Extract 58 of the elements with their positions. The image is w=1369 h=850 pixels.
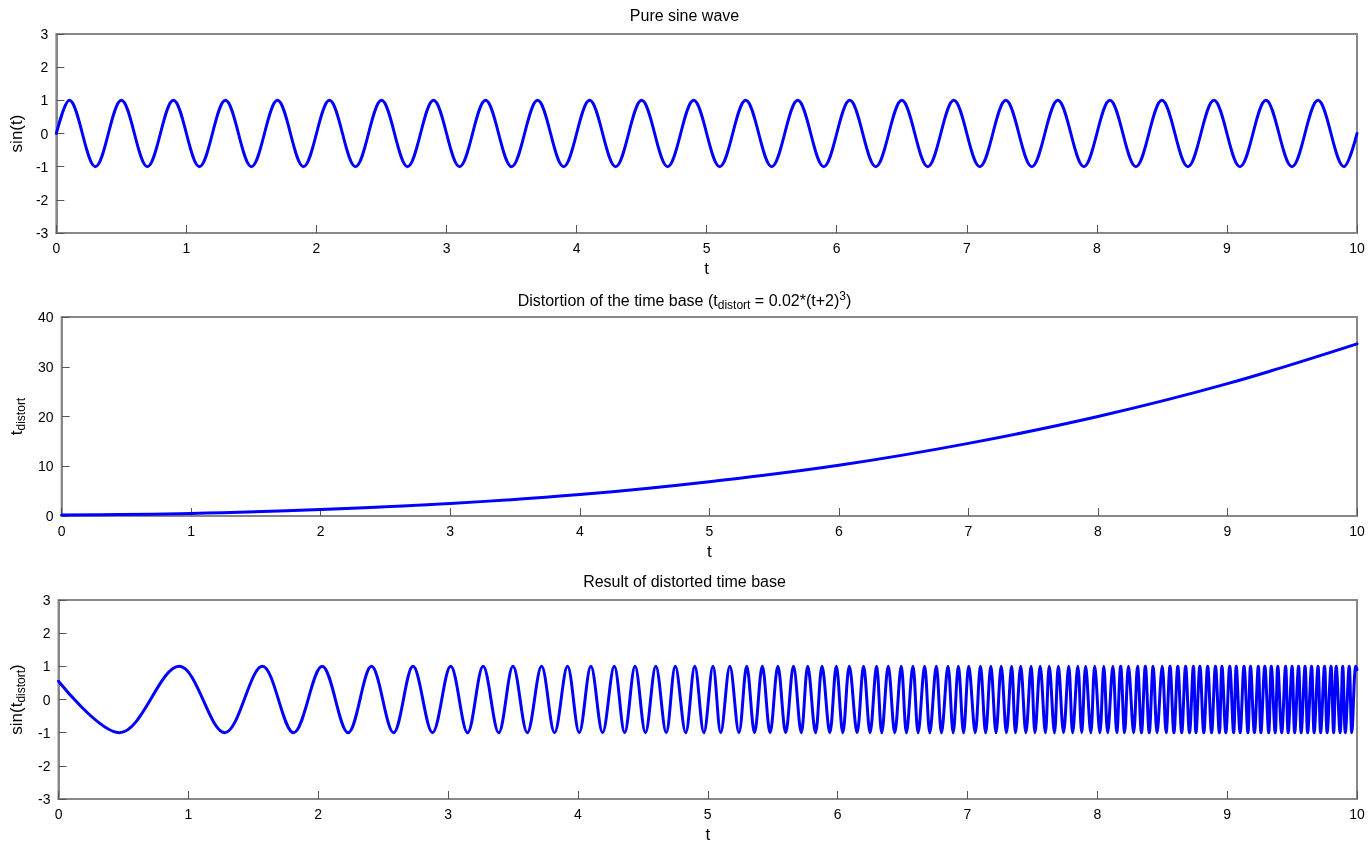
x-tick-label: 10 bbox=[1349, 523, 1365, 539]
y-tick-label: 40 bbox=[38, 309, 54, 325]
y-tick-label: -2 bbox=[38, 757, 51, 774]
y-tick-label: 30 bbox=[38, 358, 54, 375]
y-tick-label: -3 bbox=[38, 791, 51, 807]
x-tick-label: 2 bbox=[312, 240, 321, 256]
y-tick-label: 3 bbox=[42, 592, 51, 608]
x-tick-label: 8 bbox=[1094, 523, 1103, 539]
x-tick-label: 9 bbox=[1223, 806, 1232, 822]
x-tick-label: 4 bbox=[572, 240, 581, 256]
x-tick-label: 1 bbox=[184, 806, 193, 822]
y-tick-label: 0 bbox=[40, 125, 49, 142]
x-tick-label: 9 bbox=[1223, 240, 1232, 256]
x-tick-label: 7 bbox=[963, 806, 972, 822]
x-tick-label: 9 bbox=[1223, 523, 1232, 539]
x-tick-label: 5 bbox=[702, 240, 711, 256]
x-tick-label: 6 bbox=[834, 523, 843, 539]
y-tick-label: 20 bbox=[38, 408, 54, 425]
y-tick-label: -1 bbox=[35, 158, 49, 175]
x-tick-label: 10 bbox=[1349, 806, 1365, 822]
x-tick-label: 0 bbox=[57, 523, 66, 539]
x-tick-label: 2 bbox=[316, 523, 325, 539]
chart-title: Result of distorted time base bbox=[583, 572, 786, 590]
y-tick-label: 0 bbox=[42, 691, 51, 708]
x-tick-label: 4 bbox=[575, 523, 584, 539]
x-tick-label: 5 bbox=[703, 806, 712, 822]
x-tick-label: 10 bbox=[1349, 240, 1365, 256]
x-tick-label: 8 bbox=[1093, 806, 1102, 822]
y-tick-label: -2 bbox=[35, 191, 49, 208]
y-tick-label: 1 bbox=[42, 658, 51, 675]
chart-title: Pure sine wave bbox=[629, 6, 740, 24]
x-tick-label: 3 bbox=[444, 806, 453, 822]
x-axis-title: t bbox=[704, 258, 710, 278]
x-tick-label: 7 bbox=[962, 240, 971, 256]
x-tick-label: 2 bbox=[314, 806, 323, 822]
x-tick-label: 7 bbox=[964, 523, 973, 539]
x-tick-label: 1 bbox=[182, 240, 191, 256]
x-tick-label: 4 bbox=[574, 806, 583, 822]
y-tick-label: -1 bbox=[38, 724, 51, 741]
x-tick-label: 6 bbox=[832, 240, 841, 256]
x-tick-label: 6 bbox=[833, 806, 842, 822]
y-tick-label: -3 bbox=[35, 225, 49, 241]
x-tick-label: 8 bbox=[1092, 240, 1101, 256]
y-axis-title: sin(t) bbox=[7, 114, 26, 153]
x-tick-label: 3 bbox=[442, 240, 451, 256]
x-tick-label: 1 bbox=[187, 523, 196, 539]
x-axis-title: t bbox=[706, 541, 712, 561]
line-series bbox=[60, 342, 1359, 517]
y-tick-label: 3 bbox=[40, 26, 49, 42]
y-tick-label: 0 bbox=[45, 508, 54, 524]
y-tick-label: 2 bbox=[42, 625, 51, 642]
x-tick-label: 5 bbox=[705, 523, 714, 539]
x-tick-label: 3 bbox=[446, 523, 455, 539]
y-tick-label: 10 bbox=[38, 458, 54, 475]
y-tick-label: 1 bbox=[40, 92, 49, 109]
line-series bbox=[57, 664, 1359, 735]
y-tick-label: 2 bbox=[40, 59, 49, 76]
x-axis-title: t bbox=[705, 824, 711, 844]
